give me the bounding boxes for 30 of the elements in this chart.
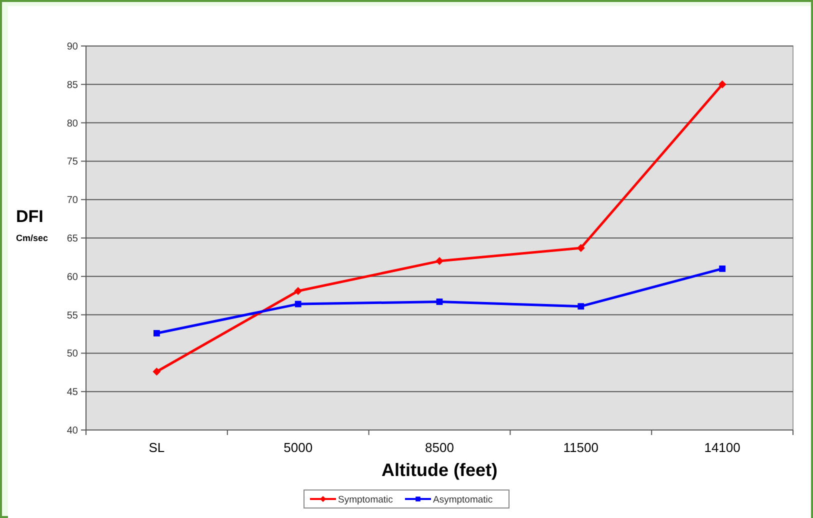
- y-tick-label: 90: [66, 42, 78, 52]
- x-tick-label: 5000: [284, 440, 313, 455]
- point: [718, 80, 726, 88]
- point: [436, 257, 444, 266]
- y-tick-label: 40: [66, 426, 78, 436]
- x-tick-label: 8500: [425, 440, 454, 455]
- point: [154, 330, 160, 336]
- y-tick-label: 45: [66, 387, 78, 398]
- legend-label: Asymptomatic: [433, 494, 493, 506]
- x-tick-label: SL: [148, 440, 165, 455]
- y-tick-label: 85: [66, 80, 78, 91]
- legend-label: Symptomatic: [338, 494, 394, 506]
- y-tick-label: 50: [66, 348, 78, 360]
- y-tick-label: 75: [66, 156, 78, 168]
- y-tick-label: 80: [66, 118, 78, 130]
- x-axis-title: Altitude (feet): [382, 460, 498, 480]
- point: [578, 303, 584, 310]
- x-tick-label: 11500: [563, 440, 598, 455]
- point: [436, 298, 443, 305]
- y-tick-label: 65: [66, 234, 78, 244]
- y-tick-label: 55: [66, 310, 78, 322]
- x-tick-label: 14100: [704, 440, 740, 455]
- point: [294, 286, 302, 295]
- y-tick-label: 70: [66, 195, 78, 206]
- point: [294, 300, 302, 308]
- y-tick-label: 60: [66, 272, 78, 283]
- point: [719, 266, 726, 272]
- point: [152, 368, 161, 376]
- y-axis-title: DFI Cm/sec: [16, 207, 48, 243]
- point: [576, 244, 585, 252]
